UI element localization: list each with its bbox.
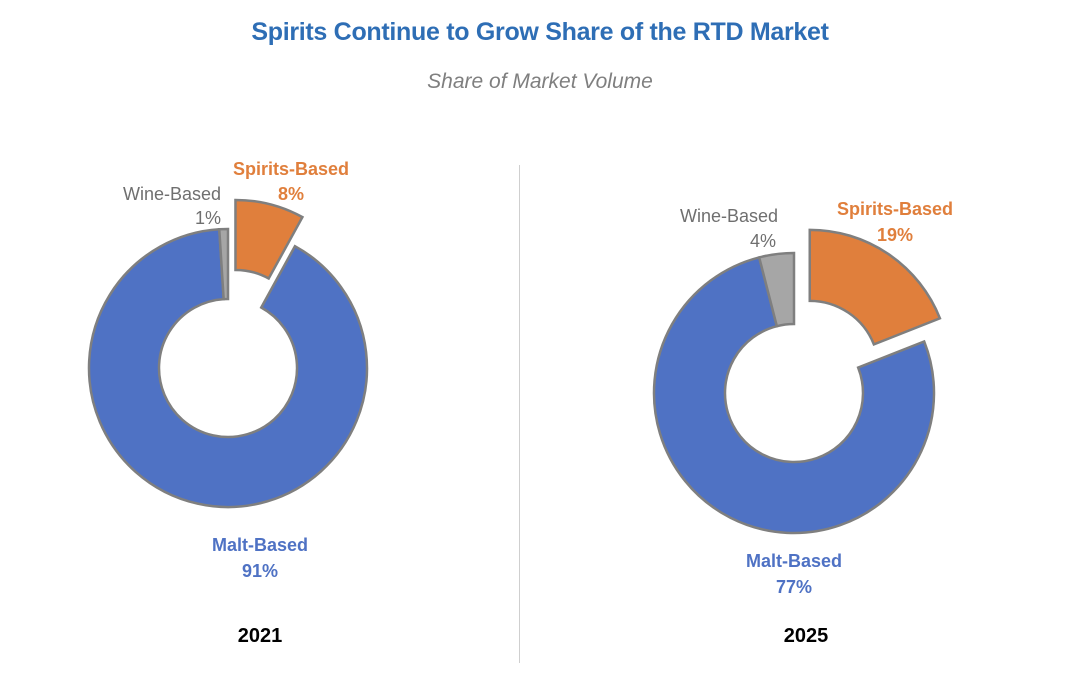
slice-2025-spirits-based bbox=[808, 228, 942, 347]
year-label-2025: 2025 bbox=[784, 625, 829, 647]
label-2025-wine-name: Wine-Based bbox=[680, 206, 778, 226]
label-2021-spirits-name: Spirits-Based bbox=[233, 159, 349, 179]
slice-2025-malt-based bbox=[652, 255, 936, 535]
label-2021-spirits-value: 8% bbox=[278, 184, 304, 204]
year-label-2021: 2021 bbox=[238, 625, 283, 647]
chart-title: Spirits Continue to Grow Share of the RT… bbox=[251, 18, 829, 46]
label-2021-wine-value: 1% bbox=[195, 208, 221, 228]
label-2025-malt-value: 77% bbox=[776, 577, 812, 597]
donut-chart-2021: Spirits-Based 8% Wine-Based 1% Malt-Base… bbox=[87, 159, 369, 647]
slice-2021-malt-based bbox=[87, 227, 369, 509]
donut-chart-2025: Spirits-Based 19% Wine-Based 4% Malt-Bas… bbox=[652, 199, 953, 647]
label-2021-malt-value: 91% bbox=[242, 561, 278, 581]
label-2025-spirits-value: 19% bbox=[877, 225, 913, 245]
label-2025-malt-name: Malt-Based bbox=[746, 551, 842, 571]
slice-2025-wine-based bbox=[757, 251, 796, 328]
chart-divider bbox=[519, 165, 520, 663]
label-2021-malt-name: Malt-Based bbox=[212, 535, 308, 555]
slice-2021-spirits-based bbox=[234, 198, 305, 281]
label-2021-wine-name: Wine-Based bbox=[123, 184, 221, 204]
slice-2021-wine-based bbox=[217, 227, 230, 301]
label-2025-wine-value: 4% bbox=[750, 231, 776, 251]
label-2025-spirits-name: Spirits-Based bbox=[837, 199, 953, 219]
chart-subtitle: Share of Market Volume bbox=[427, 70, 653, 93]
